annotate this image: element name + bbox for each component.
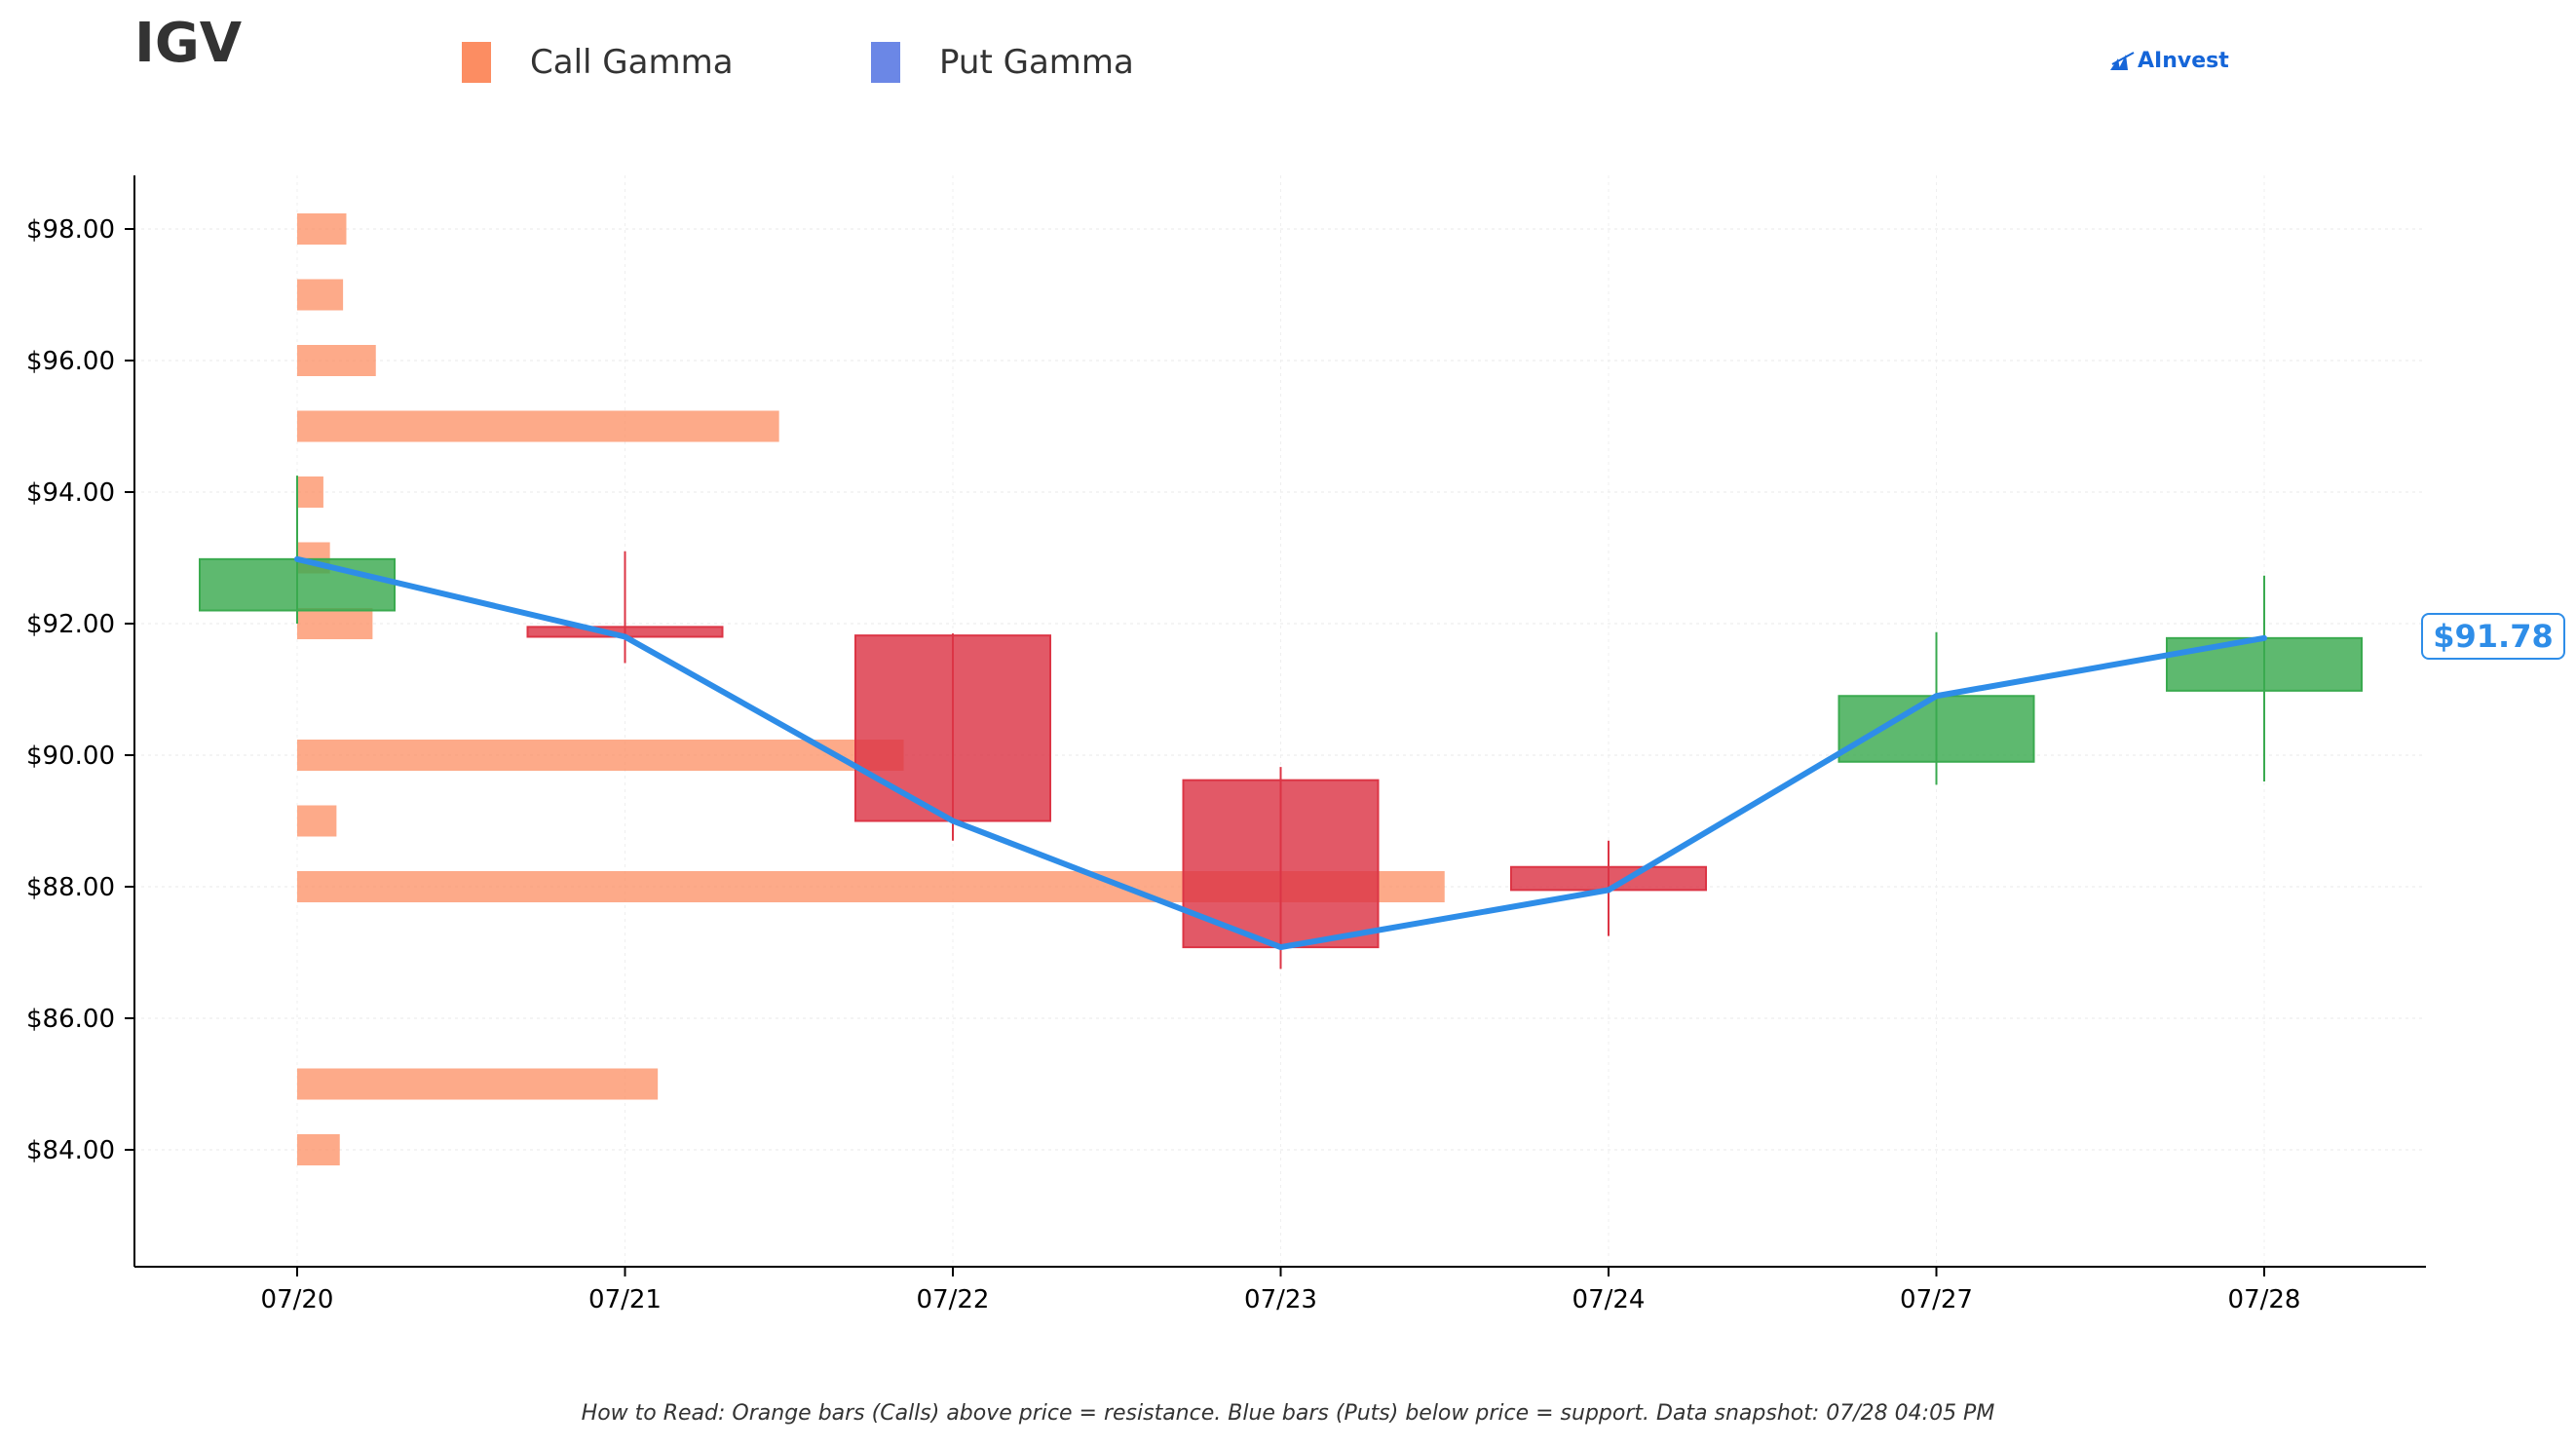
put-gamma-label: Put Gamma — [939, 43, 1134, 82]
call-gamma-label: Call Gamma — [530, 43, 734, 82]
call-gamma-bar — [297, 1068, 659, 1100]
candle-body — [199, 557, 396, 612]
x-tick-label: 07/22 — [917, 1285, 990, 1314]
call-gamma-bar — [297, 345, 376, 376]
ainvest-logo: AInvest — [2108, 49, 2229, 73]
candle-body — [1510, 865, 1707, 892]
ticker-title: IGV — [134, 12, 243, 75]
y-tick-label: $88.00 — [26, 873, 115, 902]
ainvest-logo-icon — [2110, 51, 2135, 70]
put-gamma-swatch — [871, 42, 900, 83]
y-tick-label: $94.00 — [26, 478, 115, 508]
x-tick-label: 07/24 — [1572, 1285, 1646, 1314]
last-price-tag: $91.78 — [2421, 613, 2565, 660]
call-gamma-bar — [297, 279, 344, 311]
close-price-line — [294, 555, 2267, 951]
y-tick-label: $90.00 — [26, 742, 115, 771]
call-gamma-bar — [297, 213, 347, 245]
call-gamma-bar — [297, 740, 904, 771]
x-tick-label: 07/23 — [1244, 1285, 1317, 1314]
legend-put-gamma: Put Gamma — [871, 33, 1134, 92]
candle-body — [854, 634, 1051, 822]
y-tick-label: $92.00 — [26, 610, 115, 639]
call-gamma-bar — [297, 1134, 340, 1165]
ainvest-logo-text: AInvest — [2138, 49, 2229, 73]
candle-body — [1837, 695, 2035, 763]
legend-call-gamma: Call Gamma — [462, 33, 734, 92]
y-tick-label: $86.00 — [26, 1005, 115, 1034]
x-tick-label: 07/27 — [1900, 1285, 1973, 1314]
candle-body — [2166, 636, 2363, 692]
x-tick-label: 07/21 — [588, 1285, 662, 1314]
x-tick-label: 07/20 — [261, 1285, 334, 1314]
call-gamma-bar — [297, 476, 323, 508]
x-tick-label: 07/28 — [2228, 1285, 2301, 1314]
y-tick-label: $84.00 — [26, 1136, 115, 1165]
call-gamma-swatch — [462, 42, 491, 83]
footnote: How to Read: Orange bars (Calls) above p… — [581, 1401, 1995, 1426]
call-gamma-bar — [297, 410, 779, 442]
y-tick-label: $98.00 — [26, 215, 115, 245]
call-gamma-bar — [297, 805, 337, 837]
call-gamma-bar — [297, 608, 373, 639]
y-tick-label: $96.00 — [26, 347, 115, 376]
